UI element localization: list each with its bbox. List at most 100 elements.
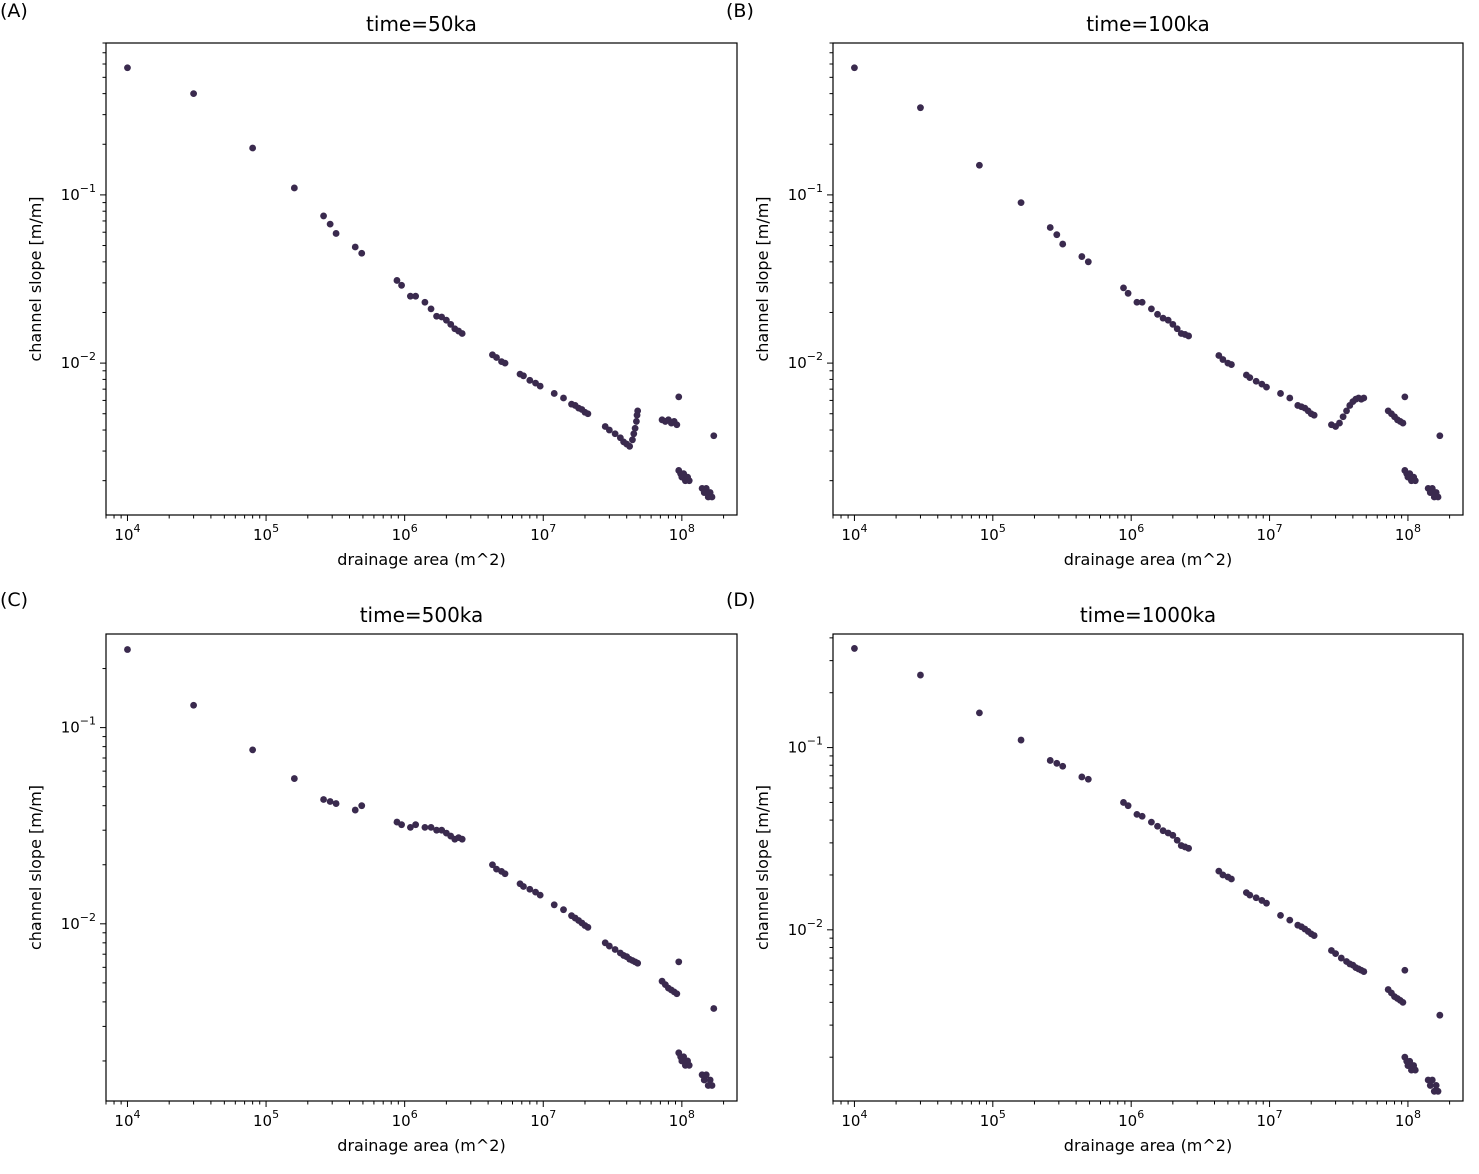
data-point — [351, 806, 359, 814]
data-point — [1228, 875, 1235, 883]
data-point — [550, 901, 558, 909]
data-point — [526, 885, 534, 893]
x-tick-label: 105 — [253, 1108, 279, 1130]
data-point — [124, 646, 131, 653]
data-point — [605, 942, 613, 950]
data-point — [710, 1005, 718, 1012]
data-point — [634, 407, 642, 415]
data-point — [675, 958, 683, 966]
data-point — [351, 243, 359, 251]
data-point — [975, 709, 983, 717]
scatter-plot-d: time=1000ka 104 105 106 107 108 10−1 10−2 draina… — [753, 603, 1464, 1155]
x-tick-label: 105 — [980, 1108, 1006, 1130]
chart-title: time=500ka — [360, 603, 484, 627]
plot-area-frame — [105, 633, 738, 1102]
data-point — [398, 281, 405, 289]
data-point — [917, 671, 924, 679]
data-point — [584, 410, 592, 418]
data-point — [190, 701, 197, 709]
y-tick-label: 10−1 — [788, 182, 823, 204]
data-point — [975, 161, 983, 169]
chart-title: time=100ka — [1086, 12, 1210, 36]
data-point — [1173, 325, 1181, 333]
chart-panel-b: (B) time=100ka 104 105 106 107 108 10−1 10−2 dra… — [726, 0, 1464, 585]
data-point — [1185, 332, 1193, 340]
data-point — [358, 802, 366, 810]
data-point — [1277, 390, 1284, 397]
data-point — [1263, 383, 1270, 391]
data-point — [489, 861, 496, 869]
data-point — [1286, 916, 1294, 924]
x-tick-label: 106 — [392, 1108, 418, 1130]
data-point — [605, 426, 613, 434]
data-point — [1401, 393, 1409, 401]
data-point — [700, 1076, 708, 1084]
data-point — [1046, 224, 1054, 231]
data-point — [249, 144, 257, 152]
x-tick-label: 105 — [253, 522, 279, 544]
data-point — [1154, 310, 1161, 318]
data-point — [393, 277, 401, 284]
data-point — [493, 354, 500, 361]
data-point — [1246, 374, 1254, 381]
x-tick-label: 106 — [392, 522, 418, 544]
data-point — [501, 359, 509, 367]
data-point — [501, 870, 509, 878]
scatter-plot-a: time=50ka 104 105 106 107 108 10−1 10−2 drainage… — [26, 12, 738, 569]
y-tick-label: 10−2 — [61, 911, 96, 933]
data-point — [520, 883, 527, 890]
data-point — [1360, 968, 1368, 975]
data-point — [358, 249, 366, 257]
data-point — [611, 946, 619, 953]
data-point — [433, 312, 440, 320]
data-point — [626, 442, 634, 450]
data-point — [673, 421, 681, 429]
data-point — [560, 906, 567, 914]
data-point — [708, 1082, 716, 1089]
data-point — [1399, 419, 1407, 427]
data-point — [634, 959, 642, 967]
x-axis-label: drainage area (m^2) — [337, 550, 505, 569]
data-point — [290, 184, 298, 192]
data-point — [1148, 818, 1155, 826]
data-point — [447, 320, 455, 328]
x-tick-label: 107 — [530, 1108, 556, 1130]
data-point — [611, 430, 619, 438]
data-point — [851, 64, 858, 72]
x-tick-label: 107 — [1257, 522, 1283, 544]
data-point — [1252, 894, 1260, 902]
data-point — [1286, 394, 1294, 402]
data-point — [1360, 394, 1368, 402]
data-point — [1133, 810, 1141, 818]
data-point — [673, 990, 681, 998]
data-point — [1169, 831, 1177, 839]
data-point — [1263, 899, 1270, 907]
data-point — [550, 390, 558, 397]
data-point — [1133, 298, 1141, 306]
y-tick-label: 10−2 — [788, 350, 823, 372]
data-point — [1120, 284, 1127, 292]
data-point — [1406, 1057, 1414, 1065]
data-point — [290, 775, 298, 782]
data-point — [1428, 1076, 1436, 1084]
data-point — [1411, 477, 1419, 485]
panel-label: (B) — [726, 0, 754, 22]
data-point — [1059, 762, 1067, 770]
data-point — [631, 424, 639, 432]
x-tick-label: 108 — [669, 522, 695, 544]
y-axis-label: channel slope [m/m] — [26, 785, 45, 950]
data-point — [1046, 757, 1054, 764]
data-point — [1154, 822, 1161, 830]
x-tick-label: 107 — [530, 522, 556, 544]
data-point — [1053, 231, 1061, 239]
data-point — [1436, 1011, 1444, 1019]
data-point — [526, 376, 534, 384]
data-point — [326, 220, 334, 228]
panel-label: (A) — [0, 0, 28, 22]
x-tick-label: 107 — [1257, 1108, 1283, 1130]
data-point — [1336, 419, 1343, 427]
data-point — [406, 292, 414, 300]
x-tick-label: 104 — [841, 522, 867, 544]
data-point — [421, 824, 429, 831]
data-point — [675, 393, 683, 401]
